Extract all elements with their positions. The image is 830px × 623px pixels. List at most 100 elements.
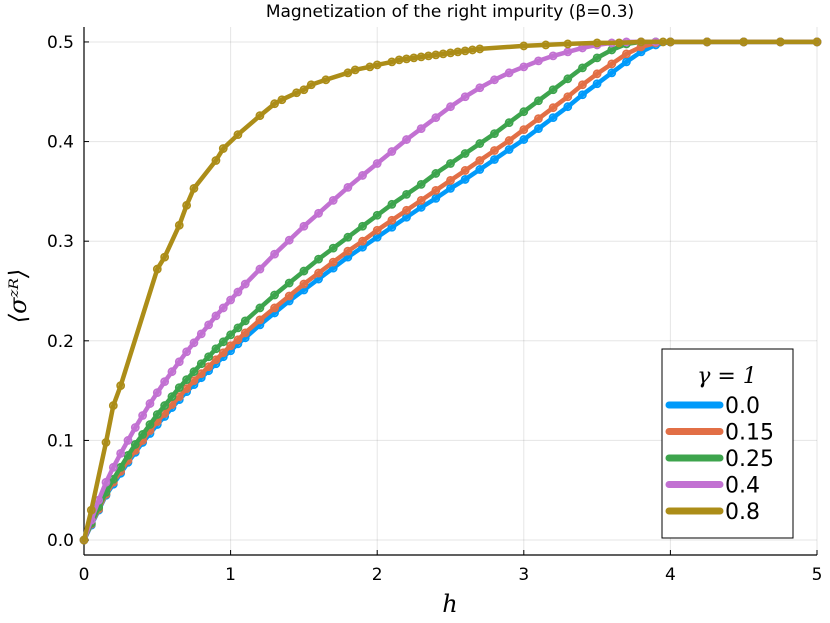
data-point: [130, 440, 140, 449]
data-point: [189, 338, 199, 348]
data-point: [416, 180, 426, 189]
data-point: [255, 303, 265, 313]
data-point: [394, 55, 404, 65]
data-point: [534, 96, 543, 106]
data-point: [130, 423, 140, 432]
data-point: [578, 90, 587, 100]
data-point: [233, 287, 243, 297]
y-tick-label: 0.2: [47, 332, 74, 352]
data-point: [343, 68, 353, 78]
data-point: [226, 295, 235, 305]
y-tick-label: 0.1: [47, 431, 74, 451]
data-point: [431, 185, 441, 195]
data-point: [460, 175, 470, 184]
data-point: [167, 392, 177, 401]
data-point: [284, 235, 294, 245]
data-point: [240, 279, 250, 289]
data-point: [299, 221, 309, 231]
data-point: [343, 246, 353, 256]
data-point: [416, 124, 426, 134]
data-point: [548, 113, 558, 123]
data-point: [182, 384, 192, 394]
data-point: [563, 39, 573, 49]
data-point: [204, 362, 214, 372]
data-point: [775, 37, 785, 47]
data-point: [108, 401, 118, 410]
y-axis-label: ⟨σᶻᴿ⟩: [4, 269, 32, 323]
data-point: [123, 436, 133, 445]
data-point: [431, 50, 441, 60]
data-point: [490, 75, 499, 85]
legend-title: γ = 1: [697, 364, 757, 389]
data-point: [548, 103, 558, 113]
data-point: [548, 85, 558, 95]
data-point: [519, 62, 529, 72]
data-point: [365, 62, 375, 72]
data-point: [233, 335, 243, 345]
data-point: [490, 129, 499, 138]
data-point: [270, 290, 279, 300]
x-axis-label: h: [442, 590, 457, 618]
data-point: [321, 75, 331, 85]
data-point: [468, 45, 477, 55]
data-point: [270, 99, 279, 109]
data-point: [541, 40, 551, 50]
data-point: [460, 166, 470, 175]
data-point: [504, 136, 514, 145]
data-point: [204, 352, 214, 362]
data-point: [563, 74, 573, 84]
data-point: [240, 316, 250, 326]
data-point: [108, 462, 118, 472]
data-point: [372, 159, 382, 168]
data-point: [534, 56, 543, 66]
data-point: [328, 243, 338, 253]
axes: [83, 27, 818, 556]
data-point: [446, 159, 455, 168]
data-point: [431, 169, 441, 178]
legend-label: 0.25: [725, 447, 774, 472]
data-point: [101, 477, 111, 487]
data-point: [475, 156, 485, 165]
data-point: [739, 37, 749, 47]
data-point: [116, 462, 126, 472]
data-point: [314, 268, 323, 278]
y-tick-label: 0.0: [47, 531, 74, 551]
data-point: [475, 165, 485, 174]
data-point: [343, 182, 353, 192]
data-point: [636, 37, 646, 47]
tick-labels: 0 1 2 3 4 5 0.0 0.1 0.2 0.3 0.4 0.5: [47, 33, 822, 585]
data-point: [438, 49, 448, 59]
data-point: [490, 155, 499, 164]
data-point: [138, 411, 148, 420]
data-point: [358, 221, 367, 231]
data-point: [431, 113, 441, 123]
data-point: [152, 264, 162, 274]
data-point: [152, 410, 162, 419]
x-tick-label: 3: [518, 565, 529, 585]
data-point: [534, 114, 543, 124]
data-point: [167, 367, 177, 377]
data-point: [446, 48, 455, 58]
data-point: [138, 430, 148, 439]
data-point: [622, 49, 631, 59]
data-point: [270, 303, 279, 313]
data-point: [453, 47, 463, 57]
data-point: [160, 401, 170, 410]
data-point: [277, 95, 287, 105]
data-point: [622, 57, 631, 67]
data-point: [402, 135, 411, 144]
data-point: [563, 92, 573, 102]
data-point: [387, 215, 397, 225]
data-point: [614, 38, 624, 48]
data-point: [607, 59, 617, 69]
data-point: [86, 505, 96, 515]
data-point: [174, 383, 184, 393]
data-point: [204, 320, 214, 330]
data-point: [534, 124, 543, 134]
data-point: [446, 102, 455, 112]
x-tick-label: 4: [665, 565, 676, 585]
data-point: [328, 195, 338, 205]
data-point: [189, 376, 199, 386]
data-point: [270, 249, 279, 259]
data-point: [519, 41, 529, 51]
